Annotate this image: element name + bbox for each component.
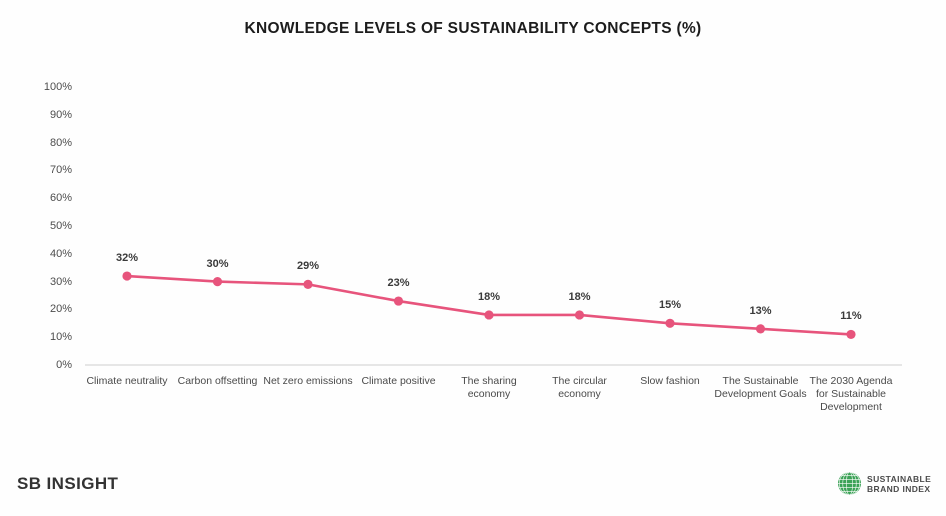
data-point-value-label: 29% <box>296 260 320 273</box>
y-axis-tick-label: 90% <box>49 108 72 121</box>
x-axis-category-label: The circular economy <box>552 375 607 400</box>
data-point-value-label: 30% <box>206 257 229 270</box>
data-point-value-label: 13% <box>749 304 772 317</box>
y-axis-tick-label: 10% <box>49 331 72 344</box>
data-point-marker <box>303 279 313 289</box>
sustainable-brand-index-logo: SUSTAINABLE BRAND INDEX <box>837 471 931 496</box>
y-axis-tick-label: 100% <box>43 81 72 93</box>
sustainable-brand-index-logo-text: SUSTAINABLE BRAND INDEX <box>867 473 932 494</box>
x-axis-category-label: Net zero emissions <box>263 375 353 387</box>
data-point-value-label: 32% <box>115 252 139 265</box>
data-point-marker <box>755 324 766 334</box>
x-axis-category-label: Slow fashion <box>640 375 700 387</box>
y-axis-tick-label: 30% <box>49 275 72 288</box>
data-point-marker <box>122 271 132 281</box>
chart-title: KNOWLEDGE LEVELS OF SUSTAINABILITY CONCE… <box>244 20 702 37</box>
data-point-marker <box>484 310 494 320</box>
y-axis-tick-label: 70% <box>49 164 72 177</box>
data-point-value-label: 23% <box>387 277 410 290</box>
data-point-value-label: 18% <box>477 290 501 303</box>
x-axis-category-label: The Sustainable Development Goals <box>714 375 807 400</box>
x-axis-category-label: Climate neutrality <box>86 375 168 387</box>
data-point-value-label: 18% <box>568 290 591 303</box>
data-point-value-label: 15% <box>658 299 682 312</box>
y-axis-tick-label: 20% <box>49 303 72 316</box>
x-axis-category-label: The 2030 Agenda for Sustainable Developm… <box>809 375 893 413</box>
x-axis-category-label: Carbon offsetting <box>177 375 258 387</box>
y-axis-tick-label: 60% <box>49 192 72 205</box>
data-point-marker <box>665 318 675 328</box>
y-axis-tick-label: 40% <box>49 247 72 260</box>
data-point-marker <box>212 277 223 287</box>
data-point-marker <box>393 296 404 306</box>
y-axis-tick-label: 0% <box>56 359 72 371</box>
data-point-marker <box>846 329 856 340</box>
y-axis-tick-label: 80% <box>49 136 72 149</box>
data-point-marker <box>574 310 585 320</box>
y-axis-tick-label: 50% <box>49 220 72 232</box>
data-point-value-label: 11% <box>840 310 862 323</box>
globe-icon <box>838 471 861 496</box>
x-axis-category-label: Climate positive <box>361 375 436 387</box>
sb-insight-wordmark: SB INSIGHT <box>17 474 119 493</box>
x-axis-category-label: The sharing economy <box>461 375 517 400</box>
